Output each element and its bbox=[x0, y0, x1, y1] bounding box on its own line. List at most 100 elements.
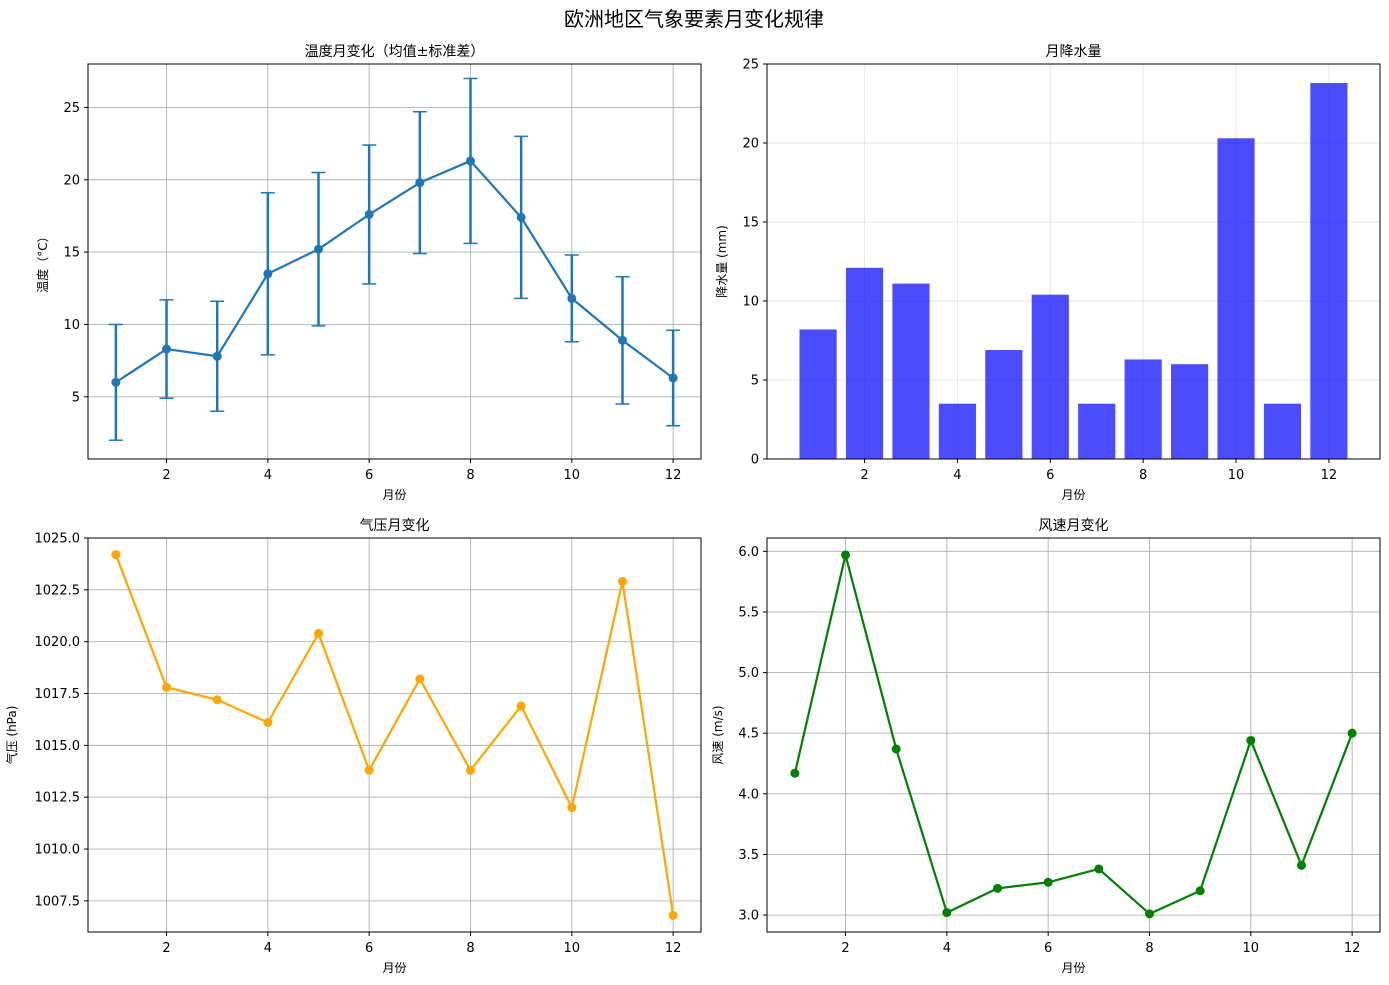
bar-month-7 bbox=[1078, 403, 1116, 459]
x-tick-label: 10 bbox=[564, 468, 581, 483]
y-tick-label: 20 bbox=[63, 173, 80, 188]
subplot-title: 风速月变化 bbox=[1039, 518, 1109, 534]
x-tick-label: 4 bbox=[943, 941, 951, 956]
point-month-5 bbox=[314, 628, 324, 638]
x-tick-label: 8 bbox=[466, 941, 474, 956]
y-tick-label: 5.5 bbox=[738, 605, 759, 620]
point-month-2 bbox=[162, 344, 172, 354]
x-tick-label: 8 bbox=[466, 468, 474, 483]
bar-month-6 bbox=[1031, 294, 1069, 459]
axes-frame bbox=[87, 63, 702, 460]
bar-month-3 bbox=[892, 283, 930, 459]
x-axis-label: 月份 bbox=[1061, 961, 1085, 975]
point-month-11 bbox=[617, 335, 627, 345]
point-month-7 bbox=[1094, 864, 1104, 874]
y-tick-label: 15 bbox=[742, 216, 759, 231]
bar-month-9 bbox=[1171, 364, 1209, 459]
y-tick-label: 6.0 bbox=[738, 545, 759, 560]
point-month-6 bbox=[364, 765, 374, 775]
y-tick-label: 1015.0 bbox=[35, 739, 81, 754]
y-axis-label: 温度（°C） bbox=[35, 230, 50, 292]
y-tick-label: 1022.5 bbox=[35, 583, 81, 598]
point-month-5 bbox=[993, 883, 1003, 893]
x-tick-label: 4 bbox=[264, 468, 272, 483]
series-line bbox=[793, 553, 1354, 915]
subplot-title: 月降水量 bbox=[1046, 44, 1102, 60]
bar-month-1 bbox=[799, 329, 837, 459]
y-tick-label: 10 bbox=[742, 295, 759, 310]
y-tick-label: 1010.0 bbox=[35, 843, 81, 858]
y-tick-label: 5 bbox=[72, 390, 80, 405]
point-month-7 bbox=[415, 178, 425, 188]
bar-month-5 bbox=[985, 349, 1023, 459]
x-axis-label: 月份 bbox=[382, 961, 406, 975]
x-tick-label: 2 bbox=[841, 941, 849, 956]
x-tick-label: 6 bbox=[365, 941, 373, 956]
subplot-title: 温度月变化（均值±标准差） bbox=[305, 44, 485, 60]
x-tick-label: 4 bbox=[953, 468, 961, 483]
y-tick-label: 5 bbox=[751, 374, 759, 389]
y-tick-label: 1012.5 bbox=[35, 791, 81, 806]
subplot-title: 气压月变化 bbox=[360, 518, 430, 534]
y-tick-label: 20 bbox=[742, 137, 759, 152]
series-line bbox=[115, 159, 674, 384]
x-tick-label: 2 bbox=[860, 468, 868, 483]
x-axis-label: 月份 bbox=[1061, 488, 1085, 502]
point-month-3 bbox=[212, 695, 222, 705]
y-tick-label: 25 bbox=[63, 101, 80, 116]
point-month-10 bbox=[567, 803, 577, 813]
y-tick-label: 1020.0 bbox=[35, 635, 81, 650]
x-tick-label: 8 bbox=[1139, 468, 1147, 483]
bar-month-2 bbox=[845, 267, 884, 459]
point-month-3 bbox=[891, 744, 901, 754]
x-tick-label: 12 bbox=[1344, 941, 1361, 956]
point-month-4 bbox=[263, 269, 273, 279]
point-month-1 bbox=[111, 377, 121, 387]
bar-month-10 bbox=[1217, 138, 1255, 459]
point-month-10 bbox=[1246, 735, 1256, 745]
x-tick-label: 6 bbox=[1044, 941, 1052, 956]
x-tick-label: 10 bbox=[1228, 468, 1245, 483]
bar-month-12 bbox=[1310, 82, 1348, 460]
point-month-5 bbox=[314, 244, 324, 254]
point-month-8 bbox=[465, 156, 475, 166]
axes-frame bbox=[766, 63, 1381, 460]
y-tick-label: 1017.5 bbox=[35, 687, 81, 702]
y-tick-label: 0 bbox=[751, 453, 759, 468]
point-month-10 bbox=[567, 293, 577, 303]
y-tick-label: 4.5 bbox=[738, 727, 759, 742]
y-tick-label: 1007.5 bbox=[35, 894, 81, 909]
point-month-2 bbox=[162, 682, 172, 692]
point-month-1 bbox=[790, 768, 800, 778]
bar-month-8 bbox=[1124, 359, 1162, 459]
y-axis-label: 降水量 (mm) bbox=[715, 225, 729, 298]
y-axis-label: 气压 (hPa) bbox=[4, 706, 19, 765]
y-tick-label: 3.5 bbox=[738, 848, 759, 863]
y-tick-label: 4.0 bbox=[738, 787, 759, 802]
x-tick-label: 12 bbox=[665, 468, 682, 483]
point-month-4 bbox=[263, 718, 273, 728]
y-tick-label: 1025.0 bbox=[35, 532, 81, 547]
point-month-4 bbox=[942, 908, 952, 918]
series-line bbox=[114, 554, 675, 916]
x-tick-label: 6 bbox=[1046, 468, 1054, 483]
x-tick-label: 10 bbox=[1243, 941, 1260, 956]
x-tick-label: 4 bbox=[264, 941, 272, 956]
y-axis-label: 风速 (m/s) bbox=[711, 705, 725, 764]
point-month-7 bbox=[415, 674, 425, 684]
axes-frame bbox=[766, 537, 1381, 933]
point-month-9 bbox=[516, 212, 526, 222]
y-tick-label: 3.0 bbox=[738, 909, 759, 924]
point-month-3 bbox=[212, 351, 222, 361]
bar-month-11 bbox=[1263, 403, 1302, 459]
y-tick-label: 15 bbox=[63, 246, 80, 261]
point-month-8 bbox=[465, 765, 475, 775]
subplot-3: 2 4 6 8 10 12 1007.5 1010.0 1012.5 1015.0 1017.5 10… bbox=[4, 518, 702, 975]
point-month-12 bbox=[1347, 728, 1357, 738]
point-month-6 bbox=[1043, 877, 1053, 887]
point-month-9 bbox=[1195, 886, 1205, 896]
x-tick-label: 2 bbox=[162, 941, 170, 956]
